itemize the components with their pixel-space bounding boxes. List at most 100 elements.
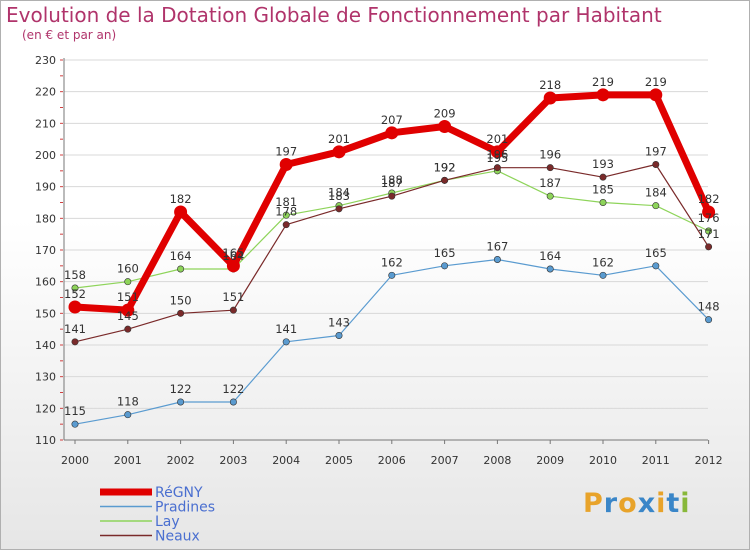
data-label: 164 <box>539 249 561 263</box>
data-label: 182 <box>170 192 192 206</box>
chart-subtitle: (en € et par an) <box>22 28 117 42</box>
data-point <box>546 164 554 172</box>
data-label: 151 <box>117 290 139 304</box>
data-point <box>229 306 237 314</box>
data-point <box>71 338 79 346</box>
y-tick-label: 230 <box>35 54 56 67</box>
data-point <box>282 221 290 229</box>
data-label: 162 <box>592 255 614 269</box>
y-tick-label: 180 <box>35 212 56 225</box>
data-label: 152 <box>64 287 86 301</box>
data-label: 165 <box>434 246 456 260</box>
data-point <box>335 331 343 339</box>
data-label: 184 <box>645 186 667 200</box>
data-point <box>226 259 240 273</box>
y-tick-label: 160 <box>35 276 56 289</box>
data-label: 122 <box>222 382 244 396</box>
y-tick-label: 120 <box>35 402 56 415</box>
data-label: 176 <box>698 211 720 225</box>
data-point <box>441 176 449 184</box>
data-label: 184 <box>328 186 350 200</box>
logo-letter: P <box>583 488 604 519</box>
data-label: 162 <box>381 255 403 269</box>
data-point <box>177 265 185 273</box>
data-label: 218 <box>539 78 561 92</box>
data-label: 192 <box>434 160 456 174</box>
logo-letter: t <box>666 488 681 519</box>
data-point <box>174 205 188 219</box>
y-tick-label: 130 <box>35 371 56 384</box>
data-label: 201 <box>486 132 508 146</box>
data-label: 197 <box>645 145 667 159</box>
data-label: 192 <box>434 160 456 174</box>
y-tick-label: 150 <box>35 307 56 320</box>
data-label: 165 <box>645 246 667 260</box>
x-tick-label: 2000 <box>61 454 89 467</box>
logo-letter: i <box>680 488 691 519</box>
data-label: 219 <box>592 75 614 89</box>
chart-title: Evolution de la Dotation Globale de Fonc… <box>6 3 662 27</box>
data-label: 188 <box>381 173 403 187</box>
data-label: 164 <box>170 249 192 263</box>
data-point <box>282 211 290 219</box>
data-label: 171 <box>698 227 720 241</box>
data-point <box>438 120 452 133</box>
data-label: 115 <box>64 404 86 418</box>
x-tick-label: 2005 <box>325 454 353 467</box>
data-label: 207 <box>381 113 403 127</box>
y-tick-label: 190 <box>35 181 56 194</box>
data-point <box>229 398 237 406</box>
x-tick-label: 2006 <box>378 454 406 467</box>
data-label: 187 <box>539 176 561 190</box>
data-point <box>71 420 79 428</box>
data-point <box>493 255 501 263</box>
x-tick-label: 2007 <box>431 454 459 467</box>
x-tick-label: 2002 <box>167 454 195 467</box>
data-label: 193 <box>592 157 614 171</box>
data-point <box>599 271 607 279</box>
data-point <box>441 262 449 270</box>
data-point <box>490 145 504 159</box>
data-label: 141 <box>275 322 297 336</box>
data-point <box>282 338 290 346</box>
data-point <box>705 316 713 324</box>
legend-label: Neaux <box>155 529 200 545</box>
data-label: 158 <box>64 268 86 282</box>
data-label: 160 <box>117 262 139 276</box>
data-point <box>279 158 293 171</box>
data-point <box>124 325 132 333</box>
x-tick-label: 2012 <box>695 454 723 467</box>
data-label: 141 <box>64 322 86 336</box>
x-tick-label: 2004 <box>272 454 300 467</box>
logo-letter: r <box>603 488 619 519</box>
data-point <box>543 91 557 105</box>
data-point <box>546 265 554 273</box>
data-point <box>124 278 132 286</box>
data-label: 150 <box>170 293 192 307</box>
data-label: 182 <box>698 192 720 206</box>
data-label: 167 <box>486 240 508 254</box>
data-label: 145 <box>117 309 139 323</box>
data-point <box>493 164 501 172</box>
data-label: 181 <box>275 195 297 209</box>
data-label: 185 <box>592 183 614 197</box>
legend-label: Lay <box>155 514 180 530</box>
data-label: 219 <box>645 75 667 89</box>
data-point <box>385 126 399 140</box>
x-tick-label: 2009 <box>536 454 564 467</box>
data-label: 165 <box>222 246 244 260</box>
data-label: 197 <box>275 145 297 159</box>
y-tick-label: 210 <box>35 117 56 130</box>
data-label: 183 <box>328 189 350 203</box>
legend-label: RéGNY <box>155 485 203 501</box>
data-point <box>546 192 554 200</box>
data-point <box>705 243 713 251</box>
data-point <box>652 202 660 210</box>
x-tick-label: 2010 <box>589 454 617 467</box>
data-point <box>124 411 132 419</box>
data-point <box>599 199 607 207</box>
y-tick-label: 200 <box>35 149 56 162</box>
data-point <box>599 173 607 181</box>
logo-letter: x <box>637 488 657 519</box>
